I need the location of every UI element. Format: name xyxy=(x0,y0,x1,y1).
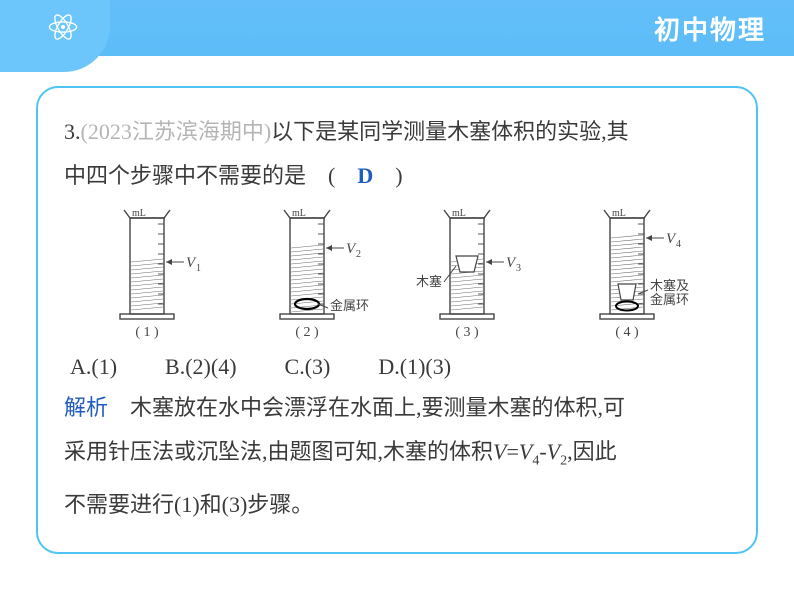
content-area: 3.(2023江苏滨海期中)以下是某同学测量木塞体积的实验,其 中四个步骤中不需… xyxy=(0,56,794,554)
explanation-label: 解析 xyxy=(64,395,108,420)
svg-text:mL: mL xyxy=(612,208,626,219)
svg-text:金属环: 金属环 xyxy=(330,298,369,313)
option-a: A.(1) xyxy=(70,348,117,386)
cylinder-svg-2: mLV2金属环( 2 ) xyxy=(242,204,392,344)
explanation-line-3: 不需要进行(1)和(3)步骤。 xyxy=(64,483,730,527)
svg-text:金属环: 金属环 xyxy=(650,292,689,307)
svg-text:( 3 ): ( 3 ) xyxy=(455,325,479,340)
question-line-1: 3.(2023江苏滨海期中)以下是某同学测量木塞体积的实验,其 xyxy=(64,110,730,154)
atom-icon xyxy=(46,10,80,44)
eq-V2: V xyxy=(547,439,560,464)
svg-text:2: 2 xyxy=(356,249,361,260)
cylinder-4: mLV4木塞及金属环( 4 ) xyxy=(562,204,712,344)
question-card: 3.(2023江苏滨海期中)以下是某同学测量木塞体积的实验,其 中四个步骤中不需… xyxy=(36,86,758,554)
explanation-text-3: 不需要进行(1)和(3)步骤。 xyxy=(64,492,313,517)
svg-text:( 4 ): ( 4 ) xyxy=(615,325,639,340)
eq-V4: V xyxy=(519,439,532,464)
svg-text:1: 1 xyxy=(196,263,201,274)
option-b: B.(2)(4) xyxy=(165,348,236,386)
eq-V: V xyxy=(493,439,506,464)
options-row: A.(1) B.(2)(4) C.(3) D.(1)(3) xyxy=(64,348,730,386)
explanation-line-2: 采用针压法或沉坠法,由题图可知,木塞的体积V=V4-V2,因此 xyxy=(64,430,730,483)
option-d: D.(1)(3) xyxy=(378,348,451,386)
svg-text:mL: mL xyxy=(452,208,466,219)
answer-letter: D xyxy=(357,163,373,188)
svg-text:( 2 ): ( 2 ) xyxy=(295,325,319,340)
explanation-text-2b: ,因此 xyxy=(567,439,617,464)
cylinder-3: mLV3木塞( 3 ) xyxy=(402,204,552,344)
svg-text:mL: mL xyxy=(292,208,306,219)
svg-text:木塞: 木塞 xyxy=(416,274,442,289)
svg-text:( 1 ): ( 1 ) xyxy=(135,325,159,340)
svg-text:木塞及: 木塞及 xyxy=(650,278,689,293)
cylinder-2: mLV2金属环( 2 ) xyxy=(242,204,392,344)
eq-minus: - xyxy=(539,439,546,464)
question-text-c: ) xyxy=(373,163,402,188)
explanation-line-1: 解析 木塞放在水中会漂浮在水面上,要测量木塞的体积,可 xyxy=(64,386,730,430)
cylinder-1: mLV1( 1 ) xyxy=(82,204,232,344)
diagram-row: mLV1( 1 )mLV2金属环( 2 )mLV3木塞( 3 )mLV4木塞及金… xyxy=(64,204,730,344)
question-source: (2023江苏滨海期中) xyxy=(81,119,272,144)
question-line-2: 中四个步骤中不需要的是 ( D ) xyxy=(64,154,730,198)
cylinder-svg-4: mLV4木塞及金属环( 4 ) xyxy=(562,204,712,344)
slide-page: { "header": { "title": "初中物理" }, "questi… xyxy=(0,0,794,594)
eq-eq: = xyxy=(506,439,518,464)
subject-title: 初中物理 xyxy=(654,10,766,47)
explanation-text-1: 木塞放在水中会漂浮在水面上,要测量木塞的体积,可 xyxy=(108,395,625,420)
svg-text:3: 3 xyxy=(516,263,521,274)
cylinder-svg-3: mLV3木塞( 3 ) xyxy=(402,204,552,344)
svg-text:4: 4 xyxy=(676,239,681,250)
question-text-a: 以下是某同学测量木塞体积的实验,其 xyxy=(271,119,629,144)
question-number: 3. xyxy=(64,119,81,144)
option-c: C.(3) xyxy=(285,348,331,386)
svg-text:mL: mL xyxy=(132,208,146,219)
slide-header: 初中物理 xyxy=(0,0,794,56)
explanation-text-2a: 采用针压法或沉坠法,由题图可知,木塞的体积 xyxy=(64,439,493,464)
question-text-b: 中四个步骤中不需要的是 ( xyxy=(64,163,357,188)
header-corner xyxy=(0,0,110,72)
cylinder-svg-1: mLV1( 1 ) xyxy=(82,204,232,344)
